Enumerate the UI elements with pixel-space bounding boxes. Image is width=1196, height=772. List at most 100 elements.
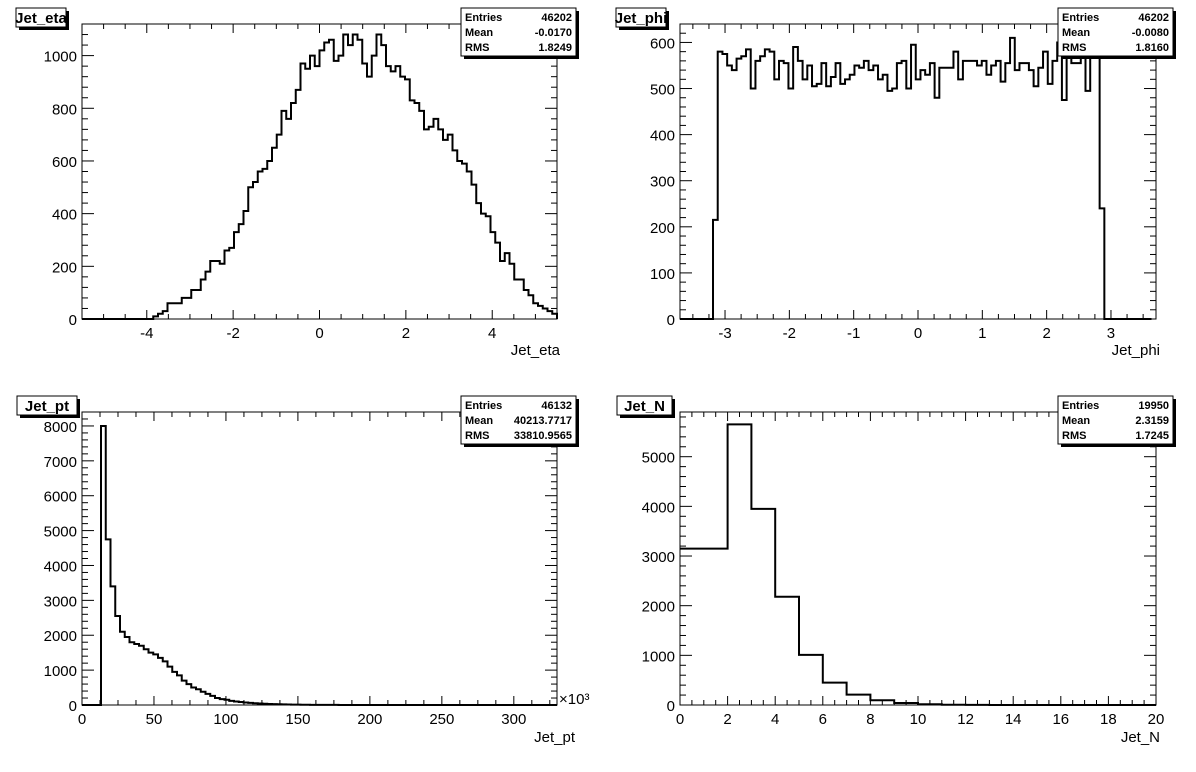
y-tick-label: 300 (650, 174, 675, 191)
stats-value-entries: 46202 (1138, 12, 1169, 24)
histogram-line (680, 423, 1156, 706)
x-tick-label: 0 (315, 325, 323, 342)
x-tick-label: 0 (914, 325, 922, 342)
histogram-line (82, 424, 557, 706)
histogram-title: Jet_eta (15, 10, 67, 27)
stats-label-rms: RMS (1062, 42, 1086, 54)
y-tick-label: 5000 (642, 450, 675, 467)
histogram-title: Jet_phi (615, 10, 668, 27)
stats-label-rms: RMS (465, 430, 489, 442)
x-axis-label: Jet_pt (534, 729, 576, 746)
title-box (15, 7, 67, 28)
histogram-panel-jet-n: 0 2 4 6 8 10 12 14 16 18 20 0 1000 2000 3000 4000 5000 Je… (616, 395, 1176, 746)
y-tick-label: 5000 (44, 524, 77, 541)
x-tick-label: -1 (847, 325, 860, 342)
stats-label-mean: Mean (1062, 415, 1090, 427)
stats-value-mean: 2.3159 (1135, 415, 1169, 427)
y-tick-label: 800 (52, 101, 77, 118)
stats-value-entries: 46202 (541, 12, 572, 24)
x-tick-label: 14 (1005, 711, 1022, 728)
x-tick-label: -3 (718, 325, 731, 342)
stats-value-rms: 1.8249 (538, 42, 572, 54)
stats-label-entries: Entries (465, 12, 502, 24)
stats-value-mean: -0.0080 (1132, 27, 1169, 39)
y-tick-label: 2000 (44, 628, 77, 645)
stats-box (460, 7, 577, 57)
stats-value-entries: 19950 (1138, 400, 1169, 412)
histogram-panel-jet-eta: -4 -2 0 2 4 0 200 400 600 800 1000 Jet_eta Jet_eta En… (15, 7, 579, 359)
x-tick-label: 0 (676, 711, 684, 728)
title-box (615, 7, 667, 28)
x-tick-label: 250 (429, 711, 454, 728)
y-tick-label: 8000 (44, 419, 77, 436)
histogram-panel-jet-phi: -3 -2 -1 0 1 2 3 0 100 200 300 400 500 600 Jet_phi Jet_… (615, 7, 1176, 359)
x-tick-label: 100 (213, 711, 238, 728)
stats-label-entries: Entries (1062, 400, 1099, 412)
x-tick-label: -2 (226, 325, 239, 342)
stats-value-entries: 46132 (541, 400, 572, 412)
y-tick-label: 400 (650, 128, 675, 145)
stats-label-entries: Entries (465, 400, 502, 412)
stats-value-rms: 33810.9565 (514, 430, 572, 442)
y-tick-label: 200 (52, 259, 77, 276)
x-tick-label: 8 (866, 711, 874, 728)
stats-label-mean: Mean (1062, 27, 1090, 39)
x-tick-label: 16 (1052, 711, 1069, 728)
y-tick-label: 600 (650, 35, 675, 52)
y-tick-label: 0 (69, 312, 77, 329)
y-tick-label: 200 (650, 220, 675, 237)
y-tick-label: 6000 (44, 489, 77, 506)
stats-label-rms: RMS (1062, 430, 1086, 442)
stats-label-rms: RMS (465, 42, 489, 54)
x-tick-label: 1 (978, 325, 986, 342)
plot-frame (81, 23, 558, 320)
stats-value-mean: 40213.7717 (514, 415, 572, 427)
x-tick-label: 10 (910, 711, 927, 728)
x-tick-label: 12 (957, 711, 974, 728)
y-tick-label: 0 (667, 698, 675, 715)
x-tick-label: 6 (819, 711, 827, 728)
histogram-title: Jet_pt (25, 398, 69, 415)
plot-frame (81, 411, 558, 706)
y-tick-label: 100 (650, 266, 675, 283)
stats-label-mean: Mean (465, 415, 493, 427)
x-tick-label: 3 (1107, 325, 1115, 342)
y-tick-label: 1000 (44, 663, 77, 680)
x-tick-label: 2 (402, 325, 410, 342)
x-tick-label: 300 (501, 711, 526, 728)
x-axis-multiplier: ×10³ (559, 691, 589, 708)
x-tick-label: 4 (488, 325, 496, 342)
x-tick-label: 2 (1042, 325, 1050, 342)
x-axis-label: Jet_phi (1112, 342, 1160, 359)
x-tick-label: 2 (723, 711, 731, 728)
y-tick-label: 400 (52, 207, 77, 224)
stats-box (1057, 7, 1174, 57)
title-box (16, 395, 78, 416)
x-tick-label: 4 (771, 711, 779, 728)
y-tick-label: 0 (667, 312, 675, 329)
stats-box (1057, 395, 1174, 445)
y-tick-label: 2000 (642, 599, 675, 616)
x-axis-label: Jet_N (1121, 729, 1160, 746)
stats-value-rms: 1.7245 (1135, 430, 1169, 442)
y-tick-label: 4000 (44, 558, 77, 575)
y-tick-label: 7000 (44, 454, 77, 471)
x-tick-label: -2 (783, 325, 796, 342)
y-tick-label: 4000 (642, 499, 675, 516)
stats-value-rms: 1.8160 (1135, 42, 1169, 54)
y-tick-label: 500 (650, 82, 675, 99)
x-tick-label: 200 (357, 711, 382, 728)
histogram-line (680, 36, 1152, 320)
stats-label-mean: Mean (465, 27, 493, 39)
histogram-line (82, 33, 558, 320)
title-box (616, 395, 673, 416)
x-tick-label: 0 (78, 711, 86, 728)
histogram-title: Jet_N (624, 398, 665, 415)
y-tick-label: 3000 (642, 549, 675, 566)
stats-value-mean: -0.0170 (535, 27, 572, 39)
stats-label-entries: Entries (1062, 12, 1099, 24)
x-tick-label: 18 (1100, 711, 1117, 728)
x-tick-label: -4 (140, 325, 153, 342)
stats-box (460, 395, 577, 445)
